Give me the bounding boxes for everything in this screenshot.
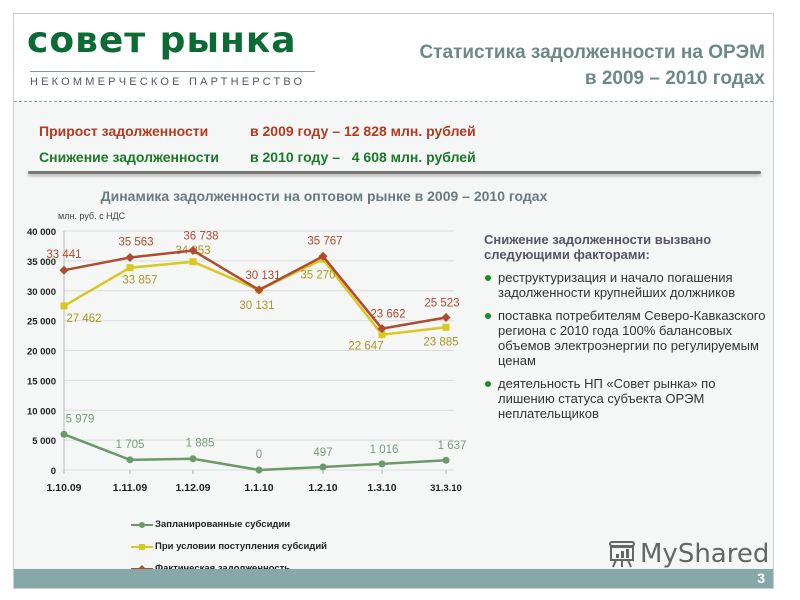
legend-marker-icon (131, 522, 153, 528)
data-label: 1 016 (370, 444, 399, 456)
footer-bar: 3 (14, 569, 773, 588)
watermark: MyShared (606, 539, 769, 569)
data-label: 36 738 (183, 230, 218, 242)
x-tick-label: 1.1.10 (244, 482, 273, 494)
x-tick-label: 1.2.10 (308, 482, 337, 494)
data-point (378, 331, 386, 339)
legend-item: Запланированные субсидии (131, 514, 327, 536)
x-tick-label: 1.10.09 (46, 482, 81, 494)
summary-value: в 2010 году – 4 608 млн. рублей (250, 149, 476, 165)
watermark-text: MyShared (640, 539, 770, 569)
y-tick-label: 40 000 (27, 227, 56, 238)
factor-item: реструктуризация и начало погашения задо… (484, 270, 769, 300)
summary-decrease: Снижение задолженности в 2010 году – 4 6… (39, 144, 476, 170)
page-number: 3 (757, 570, 765, 586)
data-point (441, 313, 451, 323)
data-point (442, 456, 450, 464)
data-point (125, 253, 135, 263)
summary-value: в 2009 году – 12 828 млн. рублей (250, 123, 476, 139)
summary-label: Снижение задолженности (39, 149, 220, 165)
data-label: 27 462 (66, 313, 101, 325)
data-point (377, 324, 387, 334)
factor-text: поставка потребителям Северо-Кавказского… (498, 308, 766, 368)
x-tick-label: 31.3.10 (430, 483, 462, 494)
data-label: 25 523 (424, 298, 459, 310)
legend-marker-icon (131, 544, 153, 550)
data-point (188, 245, 198, 255)
data-point (442, 323, 450, 331)
bullet-icon (485, 381, 491, 387)
data-label: 5 979 (66, 413, 95, 425)
title-line-2: в 2009 – 2010 годах (584, 68, 765, 89)
logo-subtitle: НЕКОММЕРЧЕСКОЕ ПАРТНЕРСТВО (30, 76, 306, 88)
data-point (126, 456, 134, 464)
line-chart: 0 5 000 10 000 15 000 20 000 25 000 30 000 35 0… (27, 227, 467, 494)
y-tick-label: 30 000 (27, 287, 56, 298)
data-label: 30 131 (239, 300, 274, 312)
data-label: 35 563 (118, 237, 153, 249)
summary-increase: Прирост задолженности в 2009 году – 12 8… (39, 118, 476, 144)
data-label: 30 131 (245, 270, 280, 282)
legend-label: Запланированные субсидии (155, 519, 291, 530)
data-point (126, 264, 134, 272)
divider (28, 171, 761, 174)
summary: Прирост задолженности в 2009 году – 12 8… (39, 118, 476, 170)
y-tick-label: 0 (51, 466, 56, 477)
x-tick-label: 1.12.09 (175, 482, 210, 494)
bullet-icon (485, 275, 491, 281)
data-point (60, 302, 68, 310)
data-point (318, 251, 328, 261)
legend-item: При условии поступления субсидий (131, 536, 327, 558)
y-axis-unit: млн. руб. с НДС (58, 211, 126, 221)
summary-label: Прирост задолженности (39, 123, 209, 139)
y-tick-label: 35 000 (27, 257, 56, 268)
data-label: 22 647 (348, 341, 383, 353)
chart-title: Динамика задолженности на оптовом рынке … (100, 188, 548, 204)
data-label: 1 705 (116, 439, 145, 451)
logo-divider (30, 71, 315, 72)
data-label: 33 857 (122, 275, 157, 287)
y-tick-label: 5 000 (32, 436, 56, 447)
x-tick-label: 1.3.10 (367, 482, 396, 494)
data-label: 497 (313, 447, 332, 459)
data-label: 1 637 (438, 440, 467, 452)
y-tick-label: 25 000 (27, 317, 56, 328)
title-line-1: Статистика задолженности на ОРЭМ (419, 42, 765, 63)
data-point (189, 455, 197, 463)
data-label: 23 662 (370, 309, 405, 321)
slide: совет рынка НЕКОММЕРЧЕСКОЕ ПАРТНЕРСТВО С… (13, 13, 774, 589)
data-point (319, 463, 327, 471)
data-point (378, 460, 386, 468)
factor-item: поставка потребителям Северо-Кавказского… (484, 308, 769, 368)
data-point (60, 430, 68, 438)
data-label: 1 885 (186, 438, 215, 450)
factor-text: деятельность НП «Совет рынка» по лишению… (498, 376, 716, 421)
data-point (189, 258, 197, 266)
data-label: 35 270 (300, 269, 335, 281)
logo: совет рынка (27, 20, 297, 61)
y-tick-label: 20 000 (27, 347, 56, 358)
factors-title: Снижение задолженности вызвано следующим… (484, 232, 712, 262)
legend-label: При условии поступления субсидий (155, 541, 328, 552)
x-tick-label: 1.11.09 (113, 482, 148, 494)
page-title: Статистика задолженности на ОРЭМ в 2009 … (419, 40, 765, 92)
factors-panel: Снижение задолженности вызвано следующим… (484, 232, 769, 429)
header: совет рынка НЕКОММЕРЧЕСКОЕ ПАРТНЕРСТВО С… (14, 14, 773, 102)
data-label: 0 (256, 449, 262, 461)
bullet-icon (485, 313, 491, 319)
y-tick-label: 15 000 (27, 376, 56, 387)
data-label: 35 767 (307, 235, 342, 247)
presentation-board-icon (609, 541, 635, 568)
legend-label: Фактическая задолженность (155, 558, 290, 580)
data-point (255, 466, 263, 474)
data-label: 23 885 (423, 336, 458, 348)
data-point (254, 285, 264, 295)
factor-item: деятельность НП «Совет рынка» по лишению… (484, 376, 769, 421)
data-point (59, 265, 69, 275)
factor-text: реструктуризация и начало погашения задо… (498, 270, 736, 300)
data-label: 33 441 (46, 249, 81, 261)
y-tick-label: 10 000 (27, 406, 56, 417)
